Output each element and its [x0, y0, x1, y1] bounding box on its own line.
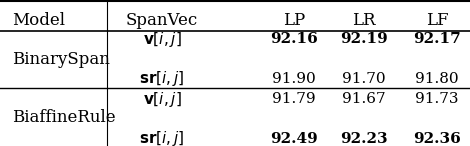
Text: $\mathbf{v}[i,j]$: $\mathbf{v}[i,j]$ — [143, 90, 181, 109]
Text: 92.23: 92.23 — [340, 132, 388, 146]
Text: LP: LP — [282, 12, 305, 29]
Text: LF: LF — [426, 12, 448, 29]
Text: 91.73: 91.73 — [415, 92, 459, 106]
Text: 92.36: 92.36 — [413, 132, 461, 146]
Text: 92.17: 92.17 — [413, 32, 461, 46]
Text: 92.19: 92.19 — [340, 32, 388, 46]
Text: LR: LR — [352, 12, 376, 29]
Text: $\mathbf{sr}[i,j]$: $\mathbf{sr}[i,j]$ — [140, 129, 185, 146]
Text: $\mathbf{v}[i,j]$: $\mathbf{v}[i,j]$ — [143, 30, 181, 49]
Text: $\mathbf{sr}[i,j]$: $\mathbf{sr}[i,j]$ — [140, 69, 185, 88]
Text: 91.80: 91.80 — [415, 72, 459, 86]
Text: 91.90: 91.90 — [272, 72, 316, 86]
Text: 92.16: 92.16 — [270, 32, 318, 46]
Text: Model: Model — [12, 12, 65, 29]
Text: SpanVec: SpanVec — [126, 12, 198, 29]
Text: 91.79: 91.79 — [272, 92, 315, 106]
Text: 91.67: 91.67 — [343, 92, 386, 106]
Text: BinarySpan: BinarySpan — [12, 51, 110, 68]
Text: BiaffineRule: BiaffineRule — [12, 109, 115, 126]
Text: 91.70: 91.70 — [343, 72, 386, 86]
Text: 92.49: 92.49 — [270, 132, 318, 146]
